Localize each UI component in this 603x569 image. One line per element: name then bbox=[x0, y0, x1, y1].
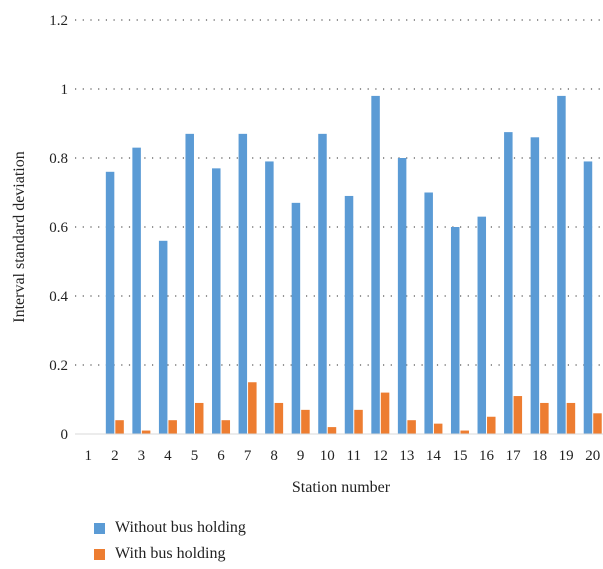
bar-with-holding bbox=[248, 382, 257, 434]
legend-item-with-holding: With bus holding bbox=[94, 541, 246, 567]
bar-without-holding bbox=[238, 133, 248, 434]
y-tick-label: 0.4 bbox=[49, 289, 68, 305]
bar-without-holding bbox=[557, 95, 566, 435]
legend-swatch-blue bbox=[94, 522, 105, 534]
x-tick-label: 10 bbox=[320, 448, 335, 464]
y-tick-label: 0 bbox=[61, 427, 69, 443]
bar-with-holding bbox=[487, 416, 496, 434]
x-tick-label: 7 bbox=[244, 448, 252, 464]
y-tick-label: 0.8 bbox=[49, 151, 68, 167]
x-tick-label: 9 bbox=[297, 448, 305, 464]
bar-with-holding bbox=[593, 413, 602, 434]
x-tick-label: 19 bbox=[559, 448, 574, 464]
bar-with-holding bbox=[540, 402, 549, 434]
x-tick-label: 1 bbox=[85, 448, 93, 464]
legend-label-without-holding: Without bus holding bbox=[115, 519, 246, 536]
bar-without-holding bbox=[397, 158, 407, 434]
x-tick-label: 14 bbox=[426, 448, 442, 464]
bar-without-holding bbox=[265, 161, 274, 434]
bar-with-holding bbox=[274, 402, 284, 434]
x-tick-label: 2 bbox=[111, 448, 119, 464]
bar-chart: 00.20.40.60.811.2 1 2 3 4 5 6 7 8 9 10 11 12 13 14 15 1… bbox=[11, 13, 603, 496]
y-tick-label: 1 bbox=[61, 82, 69, 98]
bars bbox=[105, 95, 602, 435]
bar-without-holding bbox=[477, 216, 487, 434]
bar-with-holding bbox=[513, 396, 523, 434]
y-tick-label: 0.6 bbox=[49, 220, 68, 236]
bar-without-holding bbox=[504, 132, 513, 434]
bar-with-holding bbox=[433, 423, 443, 434]
x-tick-label: 5 bbox=[191, 448, 199, 464]
bar-without-holding bbox=[344, 195, 354, 434]
x-tick-label: 16 bbox=[479, 448, 495, 464]
legend-item-without-holding: Without bus holding bbox=[94, 515, 246, 541]
x-tick-label: 3 bbox=[138, 448, 146, 464]
x-tick-label: 6 bbox=[217, 448, 225, 464]
bar-with-holding bbox=[115, 420, 124, 434]
grid-lines bbox=[75, 19, 603, 366]
bar-with-holding bbox=[566, 402, 576, 434]
bar-with-holding bbox=[354, 409, 363, 434]
bar-with-holding bbox=[407, 420, 416, 434]
x-tick-label: 11 bbox=[347, 448, 361, 464]
bar-without-holding bbox=[105, 171, 115, 435]
y-axis-title: Interval standard deviation bbox=[11, 151, 28, 323]
bar-without-holding bbox=[530, 137, 540, 435]
bar-without-holding bbox=[424, 192, 433, 434]
legend-swatch-orange bbox=[94, 548, 105, 560]
x-tick-label: 18 bbox=[532, 448, 547, 464]
legend: Without bus holding With bus holding bbox=[94, 515, 246, 567]
y-tick-label: 0.2 bbox=[49, 358, 68, 374]
x-tick-label: 4 bbox=[164, 448, 172, 464]
bar-without-holding bbox=[450, 227, 460, 434]
bar-without-holding bbox=[291, 202, 301, 434]
y-tick-label: 1.2 bbox=[49, 13, 68, 29]
x-tick-label: 8 bbox=[270, 448, 278, 464]
bar-with-holding bbox=[141, 430, 151, 434]
bar-without-holding bbox=[371, 95, 380, 435]
bar-with-holding bbox=[301, 409, 310, 434]
x-tick-label: 20 bbox=[585, 448, 600, 464]
bar-without-holding bbox=[318, 133, 327, 434]
x-tick-label: 13 bbox=[399, 448, 414, 464]
bar-without-holding bbox=[583, 161, 593, 434]
x-axis-ticks: 1 2 3 4 5 6 7 8 9 10 11 12 13 14 15 16 17 18 19 20 bbox=[85, 448, 601, 464]
x-tick-label: 15 bbox=[452, 448, 467, 464]
x-tick-label: 17 bbox=[506, 448, 522, 464]
bar-without-holding bbox=[132, 147, 141, 434]
x-axis-title: Station number bbox=[292, 479, 391, 496]
bar-without-holding bbox=[212, 168, 221, 434]
legend-label-with-holding: With bus holding bbox=[115, 545, 226, 562]
bar-with-holding bbox=[460, 430, 469, 434]
bar-with-holding bbox=[380, 392, 390, 434]
bar-without-holding bbox=[158, 240, 168, 434]
bar-with-holding bbox=[194, 402, 204, 434]
y-axis-ticks: 0 0.2 0.4 0.6 0.8 1 1.2 bbox=[49, 13, 68, 443]
bar-without-holding bbox=[185, 133, 194, 434]
bar-with-holding bbox=[221, 420, 231, 434]
x-tick-label: 12 bbox=[373, 448, 388, 464]
bar-with-holding bbox=[168, 420, 177, 434]
bar-with-holding bbox=[327, 427, 337, 434]
